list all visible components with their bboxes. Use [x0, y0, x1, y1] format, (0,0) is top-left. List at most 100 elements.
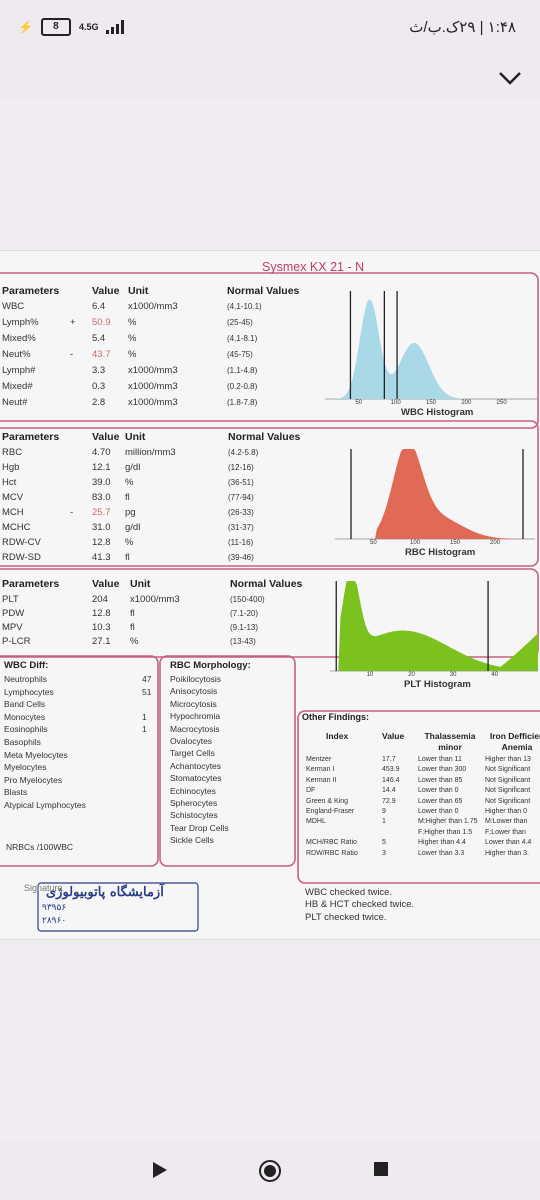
rbc-param-normal: (31-37) — [228, 523, 254, 532]
chevron-down-icon[interactable] — [496, 64, 524, 92]
other-iron-deficiency: Higher than 13 — [485, 756, 531, 763]
morph-item: Anisocytosis — [170, 686, 218, 697]
wbc-param-value: 50.9 — [92, 317, 111, 328]
morph-item: Target Cells — [170, 748, 215, 759]
morph-item: Hypochromia — [170, 711, 221, 722]
status-time: ۱:۴۸ | ۲۹ک.ب/ث — [409, 19, 516, 36]
diff-cell-name: Monocytes — [4, 711, 46, 722]
other-value: 3 — [382, 849, 386, 857]
other-iron-deficiency: Higher than 3. — [485, 849, 529, 857]
rbc-param-name: Hgb — [2, 462, 20, 473]
wbc-param-unit: x1000/mm3 — [128, 397, 178, 408]
rbc-frame — [0, 420, 539, 567]
other-thalassemia: Lower than 300 — [418, 766, 467, 774]
other-findings-title: Other Findings: — [302, 712, 369, 722]
other-index: MDHL — [306, 818, 326, 826]
other-iron-deficiency: M:Lower than — [485, 818, 528, 826]
network-type: 4.5G — [78, 22, 99, 32]
other-iron-deficiency: Not Significant — [485, 776, 531, 784]
morph-item: Sickle Cells — [170, 835, 214, 846]
other-index: Green & King — [306, 797, 349, 805]
other-index: England-Fraser — [306, 808, 355, 815]
rbc-param-normal: (39-46) — [228, 553, 254, 562]
other-value: 17.7 — [382, 756, 396, 763]
plt-param-name: PDW — [2, 608, 25, 619]
rbc-header-0: Parameters — [2, 431, 60, 443]
rbc-header-3: Normal Values — [228, 431, 301, 443]
rbc-param-value: 39.0 — [92, 477, 111, 488]
other-index: DF — [306, 787, 316, 795]
status-bar: ⚡ 8 4.5G ۱:۴۸ | ۲۹ک.ب/ث — [0, 0, 540, 60]
play-icon[interactable] — [150, 1160, 170, 1180]
rbc-param-value: 4.70 — [92, 447, 111, 458]
rbc-param-normal: (11-16) — [228, 538, 254, 547]
wbc-header-3: Normal Values — [227, 285, 300, 297]
wbc-param-name: Lymph# — [2, 365, 36, 376]
diff-cell-value: 1 — [142, 711, 147, 722]
wbc-param-value: 43.7 — [92, 349, 111, 360]
wbc-param-normal: (0.2-0.8) — [227, 382, 258, 391]
wbc-param-unit: % — [128, 333, 137, 344]
rbc-param-unit: g/dl — [125, 462, 141, 473]
charging-icon: ⚡ — [18, 20, 33, 34]
rbc-param-value: 41.3 — [92, 552, 111, 563]
diff-frame — [0, 655, 159, 867]
stop-icon[interactable] — [372, 1160, 390, 1178]
rbc-param-unit: fl — [125, 552, 130, 563]
other-header-1: Value — [382, 731, 405, 741]
rbc-param-name: RBC — [2, 447, 23, 458]
plt-param-unit: fl — [130, 608, 135, 619]
morph-item: Microcytosis — [170, 698, 217, 709]
diff-cell-name: Pro Myelocytes — [4, 774, 63, 785]
other-thalassemia: Lower than 0 — [418, 808, 459, 815]
rbc-histogram-tick: 100 — [410, 540, 421, 546]
rbc-header-1: Value — [92, 431, 120, 443]
plt-histogram-tick: 30 — [449, 672, 457, 678]
rbc-param-value: 12.1 — [92, 462, 111, 473]
wbc-param-normal: (1.8-7.8) — [227, 398, 258, 407]
plt-param-unit: fl — [130, 622, 135, 633]
other-iron-deficiency: Lower than 4.4 — [485, 839, 532, 847]
other-findings-frame — [297, 710, 540, 884]
check-note: PLT checked twice. — [305, 911, 387, 923]
rbc-flag: - — [70, 507, 74, 518]
other-header-3: Iron Defficien Anemia — [489, 731, 540, 752]
home-icon[interactable] — [258, 1160, 282, 1184]
morph-item: Tear Drop Cells — [170, 822, 229, 833]
wbc-header-2: Unit — [128, 285, 149, 297]
other-value: 72.9 — [382, 797, 396, 805]
rbc-histogram-tick: 200 — [490, 540, 501, 546]
wbc-param-value: 2.8 — [92, 397, 106, 408]
plt-param-normal: (150-400) — [230, 595, 265, 604]
plt-param-value: 12.8 — [92, 608, 111, 619]
wbc-param-normal: (45-75) — [227, 350, 253, 359]
plt-param-normal: (13-43) — [230, 637, 256, 646]
wbc-param-value: 6.4 — [92, 301, 106, 312]
morph-item: Schistocytes — [170, 810, 218, 821]
diff-cell-value: 47 — [142, 674, 152, 684]
wbc-histogram-tick: 150 — [426, 400, 437, 406]
morph-item: Ovalocytes — [170, 736, 213, 746]
report-graphics — [0, 272, 540, 884]
wbc-frame — [0, 272, 539, 429]
wbc-param-unit: % — [128, 349, 137, 360]
other-iron-deficiency: Not Significant — [485, 766, 531, 774]
rbc-param-unit: million/mm3 — [125, 447, 176, 458]
morph-item: Echinocytes — [170, 785, 216, 796]
plt-param-name: PLT — [2, 594, 19, 605]
rbc-param-value: 25.7 — [92, 507, 111, 518]
plt-header-2: Unit — [130, 578, 151, 590]
plt-param-name: P-LCR — [2, 636, 31, 647]
signal-icon — [106, 20, 125, 34]
wbc-param-name: WBC — [2, 301, 25, 312]
rbc-header-2: Unit — [125, 431, 146, 443]
wbc-header-1: Value — [92, 285, 120, 297]
stamp-number-1: ۹۳۹۵۶ — [42, 903, 67, 913]
rbc-param-name: RDW-SD — [2, 552, 41, 563]
wbc-param-normal: (4.1-10.1) — [227, 302, 262, 311]
wbc-histogram-tick: 200 — [461, 400, 472, 406]
diff-cell-name: Band Cells — [4, 699, 46, 710]
diff-cell-value: 1 — [142, 724, 147, 735]
rbc-param-name: MCV — [2, 492, 24, 503]
wbc-header-0: Parameters — [2, 285, 60, 297]
